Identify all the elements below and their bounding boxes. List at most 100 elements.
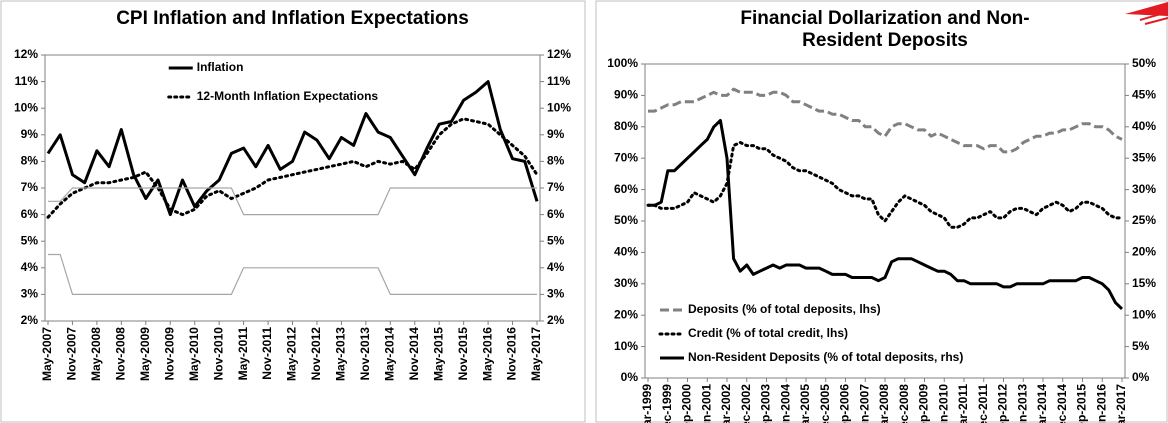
- x-tick-label: Nov-2009: [162, 327, 176, 381]
- legend-label: Deposits (% of total deposits, lhs): [688, 302, 881, 316]
- x-tick-label: Sep-2012: [996, 384, 1010, 423]
- x-tick-label: Sep-2009: [917, 384, 931, 423]
- x-tick-label: Jun-2004: [778, 384, 792, 423]
- panel-border: [595, 0, 1168, 423]
- y-tick-label: 6%: [21, 207, 39, 221]
- y-tick-label: 90%: [614, 88, 638, 102]
- y-tick-label: 7%: [21, 180, 39, 194]
- y-tick-label: 12%: [14, 47, 38, 61]
- y-tick-label: 10%: [614, 339, 638, 353]
- x-tick-label: Nov-2008: [114, 327, 128, 381]
- x-tick-label: Dec-1999: [660, 384, 674, 423]
- x-tick-label: May-2007: [40, 327, 54, 381]
- y-tick-label: 10%: [14, 100, 38, 114]
- x-tick-label: Mar-2005: [798, 384, 812, 423]
- y2-tick-label: 20%: [1132, 245, 1156, 259]
- y2-tick-label: 15%: [1132, 276, 1156, 290]
- y2-tick-label: 5%: [547, 233, 565, 247]
- y-tick-label: 100%: [607, 56, 638, 70]
- x-tick-label: Dec-2014: [1055, 384, 1069, 423]
- x-tick-label: Jun-2001: [699, 384, 713, 423]
- x-tick-label: Mar-2011: [956, 384, 970, 423]
- legend-label: 12-Month Inflation Expectations: [197, 89, 379, 103]
- y2-tick-label: 6%: [547, 207, 565, 221]
- x-tick-label: Jun-2013: [1015, 384, 1029, 423]
- series-line: [48, 187, 537, 216]
- y2-tick-label: 2%: [547, 313, 565, 327]
- x-tick-label: May-2015: [431, 327, 445, 381]
- y-tick-label: 30%: [614, 276, 638, 290]
- y2-tick-label: 8%: [547, 154, 565, 168]
- y-tick-label: 11%: [15, 74, 39, 88]
- x-tick-label: Sep-2015: [1075, 384, 1089, 423]
- series-line: [648, 119, 1124, 310]
- x-tick-label: Dec-2005: [818, 384, 832, 423]
- x-tick-label: May-2013: [334, 327, 348, 381]
- logo: [1139, 11, 1168, 25]
- series-line: [648, 87, 1123, 154]
- x-tick-label: Dec-2011: [976, 384, 990, 423]
- x-tick-label: Mar-2008: [877, 384, 891, 423]
- y-tick-label: 60%: [614, 182, 638, 196]
- y2-tick-label: 45%: [1132, 88, 1156, 102]
- x-tick-label: Nov-2014: [407, 327, 421, 381]
- y-tick-label: 8%: [21, 154, 39, 168]
- y-tick-label: 5%: [21, 233, 39, 247]
- y2-tick-label: 10%: [1132, 307, 1156, 321]
- x-tick-label: Jun-2016: [1094, 384, 1108, 423]
- x-tick-label: Nov-2010: [211, 327, 225, 381]
- x-tick-label: Nov-2007: [65, 327, 79, 381]
- y-tick-label: 9%: [21, 127, 39, 141]
- legend-label: Non-Resident Deposits (% of total deposi…: [688, 350, 963, 364]
- y-tick-label: 2%: [21, 313, 39, 327]
- panel-border: [0, 0, 586, 423]
- x-tick-label: Nov-2013: [358, 327, 372, 381]
- y-tick-label: 20%: [614, 307, 638, 321]
- x-tick-label: Dec-2002: [739, 384, 753, 423]
- x-tick-label: Nov-2012: [309, 327, 323, 381]
- y-tick-label: 4%: [21, 260, 39, 274]
- y2-tick-label: 7%: [547, 180, 565, 194]
- x-tick-label: Mar-1999: [640, 384, 654, 423]
- x-tick-label: Dec-2008: [897, 384, 911, 423]
- x-tick-label: Nov-2011: [260, 327, 274, 380]
- x-tick-label: Mar-2014: [1035, 384, 1049, 423]
- y-tick-label: 3%: [21, 287, 39, 301]
- x-tick-label: May-2011: [236, 327, 250, 381]
- series-line: [46, 80, 539, 217]
- x-tick-label: Nov-2016: [505, 327, 519, 381]
- y-tick-label: 70%: [614, 150, 638, 164]
- x-tick-label: Jun-2010: [936, 384, 950, 423]
- y-tick-label: 40%: [614, 245, 638, 259]
- y2-tick-label: 25%: [1132, 213, 1156, 227]
- y2-tick-label: 5%: [1132, 339, 1150, 353]
- x-tick-label: Nov-2015: [456, 327, 470, 381]
- y2-tick-label: 3%: [547, 287, 565, 301]
- y2-tick-label: 10%: [547, 100, 571, 114]
- logo: [1125, 2, 1168, 16]
- x-tick-label: May-2010: [187, 327, 201, 381]
- x-tick-label: Sep-2000: [680, 384, 694, 423]
- y-tick-label: 50%: [614, 213, 638, 227]
- y2-tick-label: 12%: [547, 47, 571, 61]
- x-tick-label: May-2012: [285, 327, 299, 381]
- y2-tick-label: 30%: [1132, 182, 1156, 196]
- x-tick-label: May-2017: [529, 327, 543, 381]
- x-tick-label: May-2016: [480, 327, 494, 381]
- chart-title: CPI Inflation and Inflation Expectations: [116, 8, 469, 29]
- series-line: [46, 117, 539, 219]
- x-tick-label: Sep-2006: [838, 384, 852, 423]
- chart-title: Financial Dollarization and Non-Resident…: [740, 8, 1030, 51]
- y2-tick-label: 50%: [1132, 56, 1156, 70]
- y2-tick-label: 11%: [547, 74, 571, 88]
- series-line: [646, 141, 1124, 229]
- x-tick-label: Mar-2017: [1114, 384, 1128, 423]
- y2-tick-label: 35%: [1132, 150, 1156, 164]
- y-tick-label: 80%: [614, 119, 638, 133]
- y-tick-label: 0%: [621, 370, 639, 384]
- y2-tick-label: 9%: [547, 127, 565, 141]
- x-tick-label: May-2008: [89, 327, 103, 381]
- x-tick-label: Mar-2002: [719, 384, 733, 423]
